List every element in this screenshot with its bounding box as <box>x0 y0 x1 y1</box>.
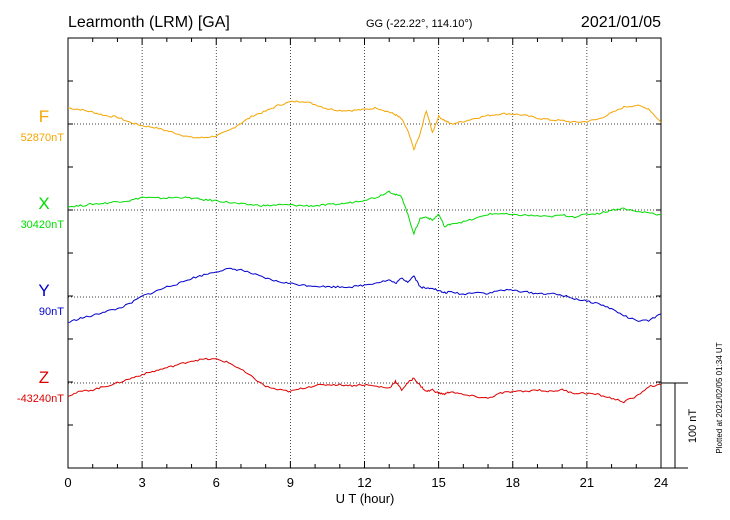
series-baseline-z: -43240nT <box>17 393 64 405</box>
plot-date: 2021/01/05 <box>581 14 661 31</box>
tick-marks <box>67 37 662 469</box>
x-tick-label: 18 <box>506 475 520 490</box>
x-axis-label: U T (hour) <box>336 491 395 506</box>
series-line-z <box>67 357 662 404</box>
series-lines <box>67 100 662 404</box>
x-tick-label: 15 <box>431 475 445 490</box>
series-baseline-x: 30420nT <box>21 219 65 231</box>
station-coordinates: GG (-22.22°, 114.10°) <box>366 18 472 30</box>
station-title: Learmonth (LRM) [GA] <box>68 14 230 31</box>
x-tick-label: 21 <box>580 475 594 490</box>
series-line-x <box>67 190 662 236</box>
x-tick-labels: 0 3 6 9 12 15 18 21 24 <box>64 475 668 490</box>
series-line-y <box>67 267 662 323</box>
series-name-y: Y <box>38 281 49 300</box>
x-tick-label: 12 <box>357 475 371 490</box>
series-labels: F 52870nT X 30420nT Y 90nT Z -43240nT <box>17 107 64 405</box>
x-tick-label: 9 <box>287 475 294 490</box>
x-tick-label: 6 <box>213 475 220 490</box>
series-name-z: Z <box>39 368 49 387</box>
series-baseline-y: 90nT <box>39 306 64 318</box>
grid <box>68 38 661 468</box>
scale-bar: 100 nT <box>661 382 699 469</box>
plotted-timestamp: Plotted at 2021/02/05 01:34 UT <box>715 342 724 453</box>
plot-frame <box>67 37 662 469</box>
series-line-f <box>67 100 662 151</box>
series-name-x: X <box>38 194 49 213</box>
scale-bar-label: 100 nT <box>687 409 699 444</box>
series-baseline-f: 52870nT <box>21 132 65 144</box>
x-tick-label: 3 <box>139 475 146 490</box>
x-tick-label: 0 <box>64 475 71 490</box>
series-name-f: F <box>39 107 49 126</box>
x-tick-label: 24 <box>654 475 668 490</box>
